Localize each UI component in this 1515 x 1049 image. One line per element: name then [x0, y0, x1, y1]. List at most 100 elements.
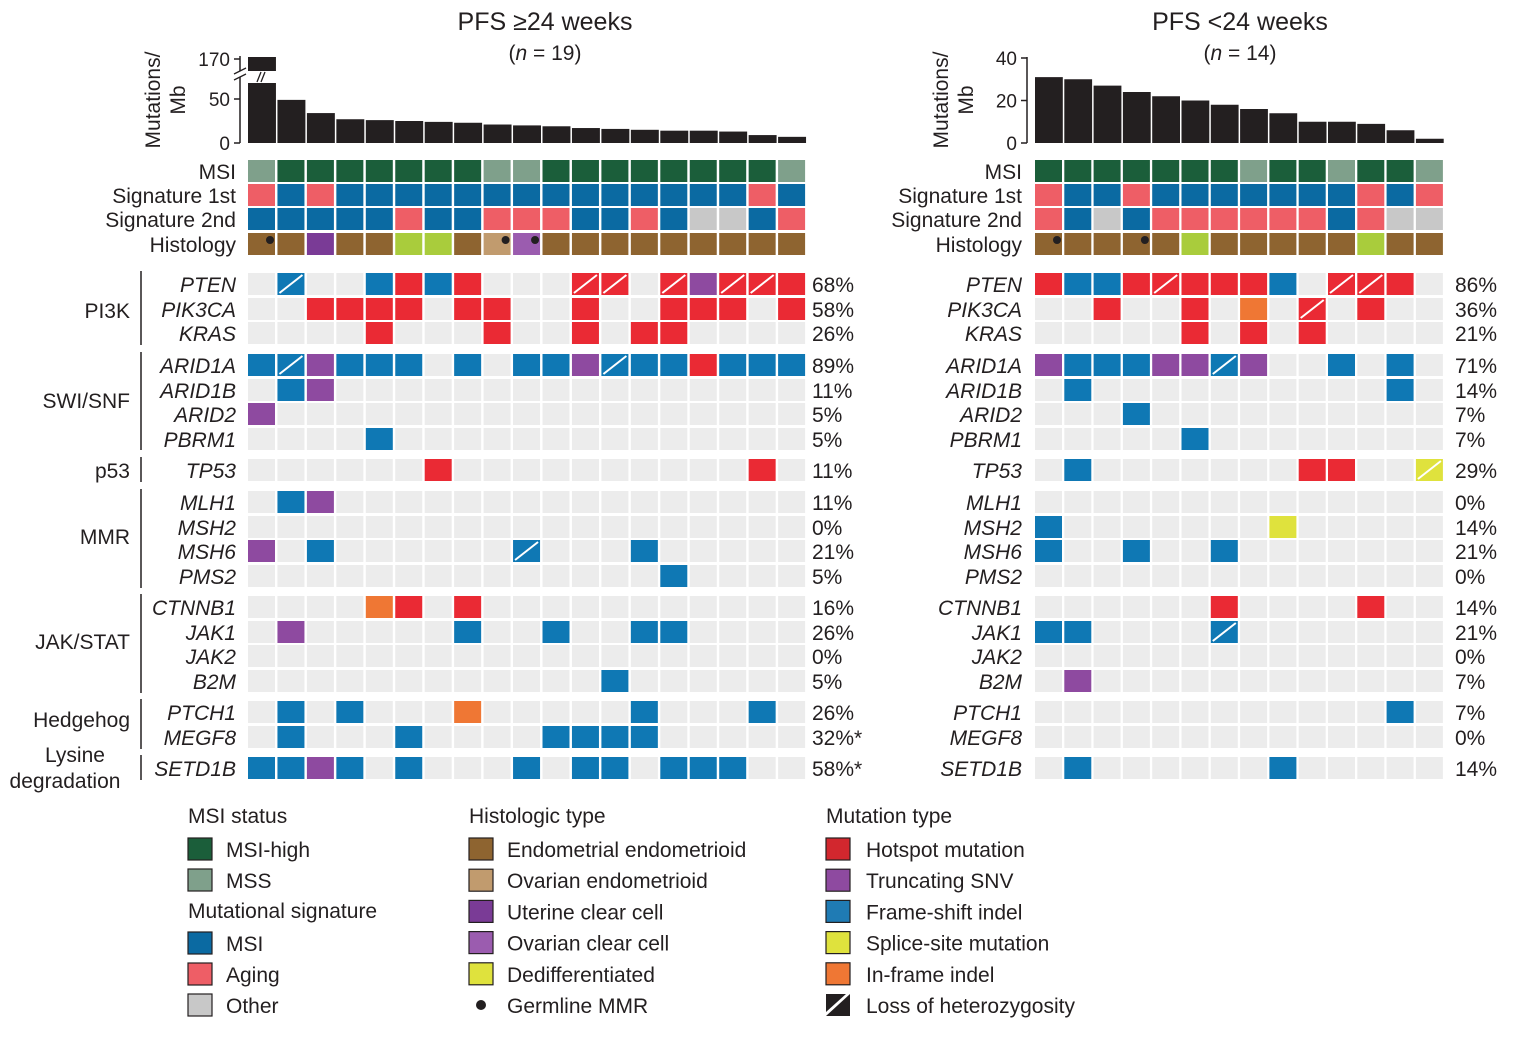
empty-cell — [778, 403, 806, 425]
empty-cell — [1298, 645, 1326, 667]
empty-cell — [395, 516, 423, 538]
empty-cell — [1181, 670, 1209, 692]
empty-cell — [1093, 670, 1121, 692]
mutation-cell — [542, 726, 570, 748]
empty-cell — [660, 701, 688, 723]
empty-cell — [1152, 379, 1180, 401]
mutation-cell — [1269, 516, 1297, 538]
empty-cell — [395, 403, 423, 425]
empty-cell — [365, 565, 393, 587]
empty-cell — [778, 670, 806, 692]
empty-cell — [1093, 701, 1121, 723]
empty-cell — [1328, 596, 1355, 618]
empty-cell — [778, 540, 806, 562]
empty-cell — [748, 491, 776, 513]
empty-cell — [395, 621, 423, 643]
track-cell-msi — [1269, 160, 1297, 182]
empty-cell — [1269, 726, 1297, 748]
empty-cell — [1357, 726, 1385, 748]
track-cell-sig2 — [778, 208, 806, 230]
track-cell-sig1 — [660, 184, 688, 206]
track-cell-sig2 — [1386, 208, 1414, 230]
mutation-cell — [365, 596, 393, 618]
empty-cell — [1357, 354, 1385, 376]
empty-cell — [1269, 565, 1297, 587]
empty-cell — [1328, 322, 1355, 344]
track-cell-hist — [1357, 233, 1385, 255]
empty-cell — [1298, 757, 1326, 779]
empty-cell — [719, 565, 747, 587]
empty-cell — [1328, 428, 1355, 450]
empty-cell — [483, 491, 511, 513]
empty-cell — [248, 322, 275, 344]
track-cell-sig2 — [660, 208, 688, 230]
track-cell-sig1 — [601, 184, 629, 206]
bar-y-tick-label: 0 — [219, 134, 230, 155]
gene-label: PTCH1 — [953, 702, 1022, 725]
empty-cell — [1415, 516, 1443, 538]
empty-cell — [336, 645, 364, 667]
empty-cell — [1298, 670, 1326, 692]
gene-frequency: 21% — [812, 541, 854, 564]
empty-cell — [395, 540, 423, 562]
legend-label-histology: Uterine clear cell — [507, 901, 663, 924]
mutation-cell — [1269, 757, 1297, 779]
empty-cell — [1240, 726, 1268, 748]
empty-cell — [1122, 428, 1150, 450]
track-cell-msi — [336, 160, 364, 182]
empty-cell — [1210, 322, 1238, 344]
empty-cell — [689, 403, 717, 425]
gene-label: PTEN — [966, 274, 1023, 297]
subtitle-n: n — [1211, 42, 1223, 65]
empty-cell — [630, 491, 658, 513]
tmb-bar — [454, 122, 483, 143]
track-cell-msi — [1210, 160, 1238, 182]
tmb-bar — [336, 119, 365, 143]
empty-cell — [248, 273, 275, 295]
track-cell-hist — [719, 233, 747, 255]
empty-cell — [1093, 403, 1121, 425]
empty-cell — [1035, 379, 1062, 401]
mutation-cell — [1035, 621, 1062, 643]
empty-cell — [571, 459, 599, 481]
empty-cell — [1152, 428, 1180, 450]
empty-cell — [1122, 459, 1150, 481]
tmb-bar — [483, 124, 512, 143]
empty-cell — [306, 322, 334, 344]
empty-cell — [1357, 428, 1385, 450]
tmb-bar-break-mark — [260, 71, 266, 83]
gene-label: ARID1B — [158, 380, 236, 403]
mutation-cell — [1386, 354, 1414, 376]
legend-swatch-signature — [187, 962, 213, 986]
empty-cell — [1181, 379, 1209, 401]
germline-mmr-dot — [266, 236, 274, 244]
track-cell-sig1 — [277, 184, 305, 206]
empty-cell — [1269, 322, 1297, 344]
subtitle-open: ( — [1204, 42, 1211, 65]
track-cell-sig1 — [1328, 184, 1355, 206]
loh-diagonal — [1300, 299, 1325, 319]
empty-cell — [248, 459, 275, 481]
gene-frequency: 0% — [1455, 566, 1485, 589]
track-cell-hist — [1269, 233, 1297, 255]
mutation-cell — [424, 273, 452, 295]
empty-cell — [395, 565, 423, 587]
gene-label: ARID2 — [172, 404, 236, 427]
empty-cell — [454, 540, 482, 562]
track-cell-hist — [660, 233, 688, 255]
empty-cell — [1210, 403, 1238, 425]
empty-cell — [424, 298, 452, 320]
empty-cell — [513, 403, 541, 425]
empty-cell — [542, 516, 570, 538]
mutation-cell — [248, 757, 275, 779]
empty-cell — [424, 322, 452, 344]
gene-label: TP53 — [186, 460, 237, 483]
empty-cell — [248, 726, 275, 748]
gene-label: MSH2 — [964, 517, 1023, 540]
empty-cell — [1357, 379, 1385, 401]
empty-cell — [1298, 379, 1326, 401]
empty-cell — [1181, 621, 1209, 643]
empty-cell — [336, 726, 364, 748]
mutation-cell — [277, 726, 305, 748]
gene-frequency: 7% — [1455, 702, 1485, 725]
